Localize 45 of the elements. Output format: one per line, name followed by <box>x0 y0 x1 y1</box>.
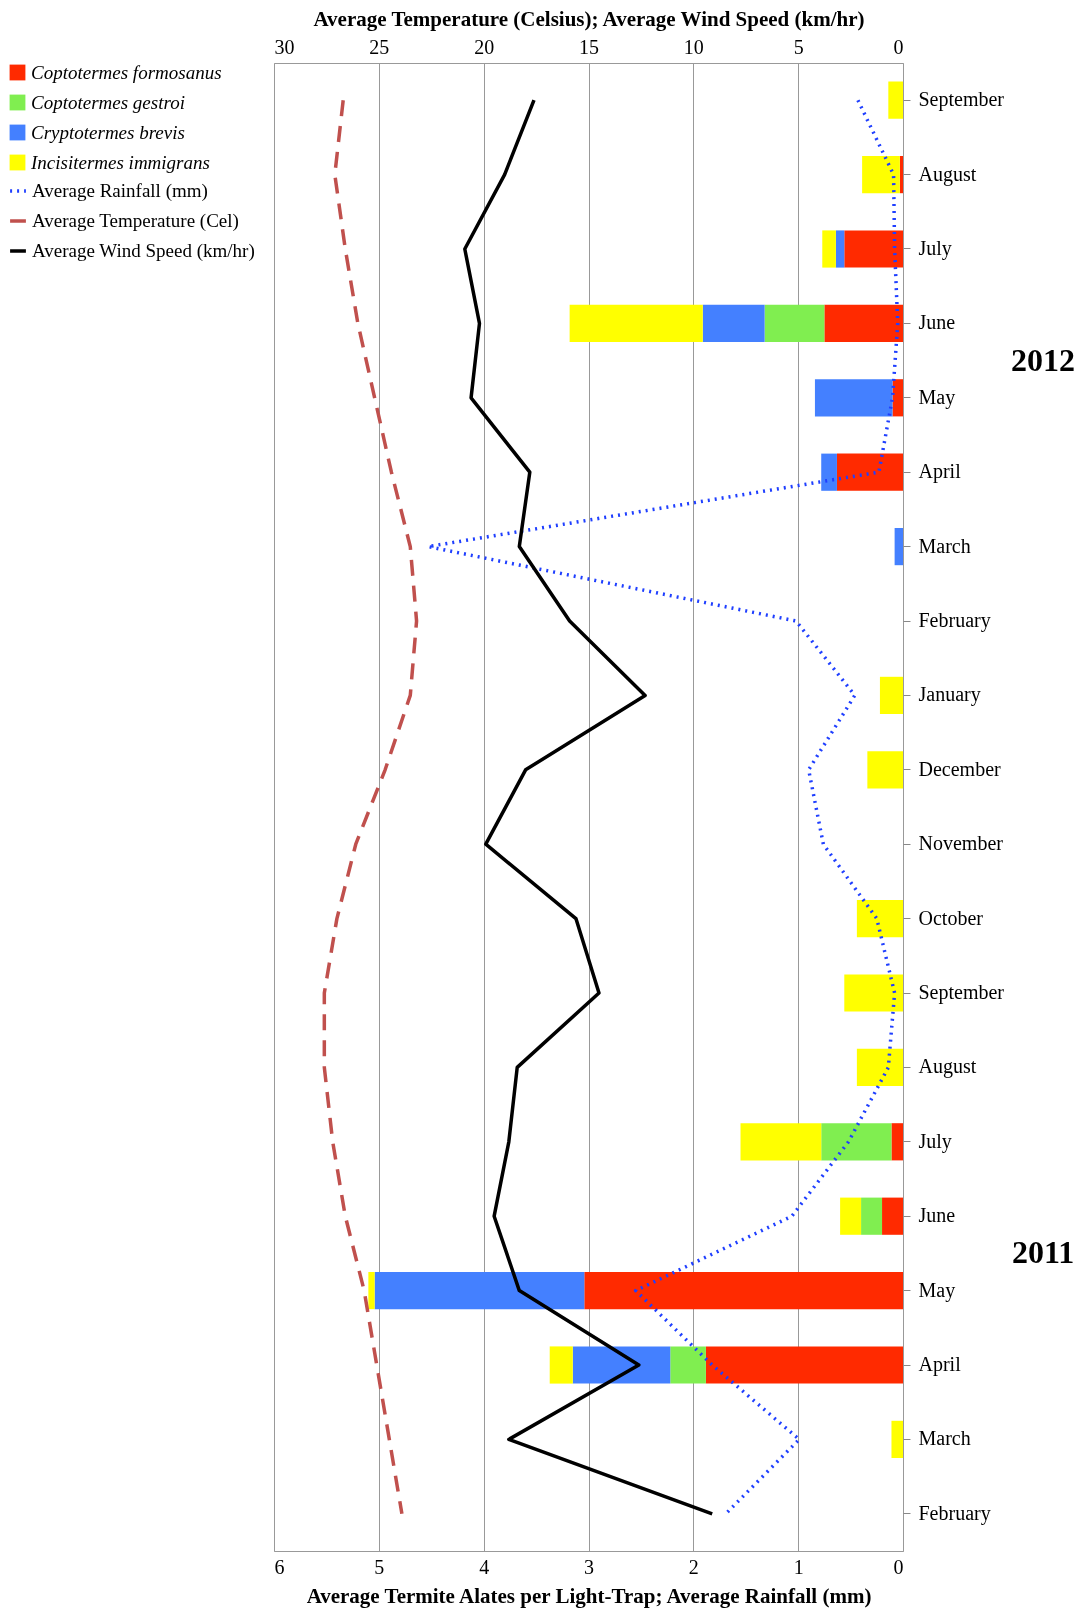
x2-tick-label: 25 <box>369 35 390 58</box>
y-tick-label: April <box>918 460 962 484</box>
x-tick-label: 2 <box>688 1555 699 1578</box>
x-tick-label: 6 <box>274 1555 285 1578</box>
y-tick-label: September <box>918 981 1005 1004</box>
y-tick-label: June <box>918 311 956 334</box>
y-tick-label: July <box>918 1129 952 1153</box>
legend-label: Average Temperature (Cel) <box>32 210 239 232</box>
y-tick-label: January <box>918 683 981 707</box>
y-tick-label: September <box>918 88 1005 112</box>
legend-label: Coptotermes formosanus <box>31 61 222 83</box>
y-tick-label: August <box>918 1055 977 1079</box>
y-tick-label: February <box>918 609 991 632</box>
x2-tick-label: 0 <box>893 35 904 58</box>
x-axis-title: Average Termite Alates per Light-Trap; Average Rainfall (mm) <box>306 1583 872 1608</box>
y-tick-label: February <box>918 1501 991 1525</box>
x-tick-label: 5 <box>374 1555 385 1578</box>
y-tick-label: July <box>918 237 952 260</box>
text: 2011 <box>1011 1234 1075 1271</box>
x-tick-label: 1 <box>793 1555 804 1578</box>
legend-label: Cryptotermes brevis <box>31 121 185 143</box>
y-tick-label: December <box>918 757 1002 780</box>
legend-label: Incisitermes immigrans <box>30 151 210 173</box>
x2-tick-label: 30 <box>274 35 295 58</box>
x2-axis-title: Average Temperature (Celsius); Average Wind Speed (km/hr) <box>313 6 865 31</box>
legend-label: Coptotermes gestroi <box>31 91 185 113</box>
x2-tick-label: 20 <box>474 35 495 58</box>
x-tick-label: 4 <box>479 1555 490 1578</box>
y-tick-label: August <box>918 162 977 186</box>
x2-tick-label: 5 <box>793 35 804 58</box>
x2-tick-label: 10 <box>683 35 704 58</box>
y-tick-label: April <box>918 1353 962 1376</box>
y-tick-label: May <box>918 385 956 409</box>
y-tick-label: June <box>918 1204 956 1227</box>
y-tick-label: March <box>918 534 971 557</box>
text: 2012 <box>1011 341 1075 378</box>
x-tick-label: 0 <box>893 1555 904 1578</box>
y-tick-label: May <box>918 1278 956 1302</box>
y-tick-label: October <box>918 906 984 929</box>
legend-label: Average Wind Speed (km/hr) <box>32 240 255 262</box>
legend-label: Average Rainfall (mm) <box>32 180 208 202</box>
x2-tick-label: 15 <box>579 35 599 58</box>
y-tick-label: March <box>918 1427 971 1450</box>
y-tick-label: November <box>918 832 1004 855</box>
x-tick-label: 3 <box>584 1555 594 1578</box>
